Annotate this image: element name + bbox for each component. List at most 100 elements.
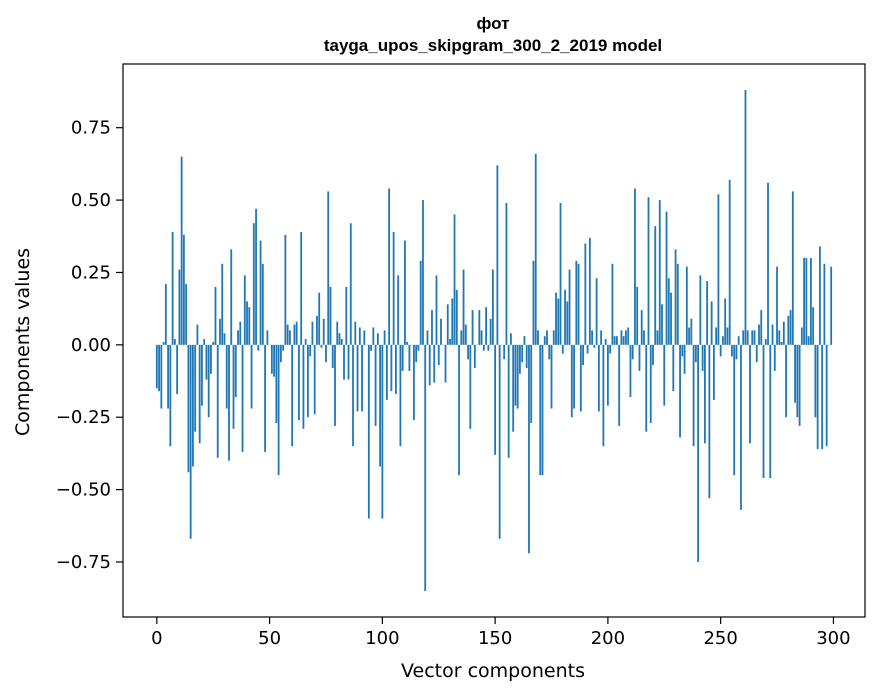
bar [345,286,348,345]
bar [295,321,298,345]
bar [212,341,215,345]
bar [176,344,179,395]
bar [340,339,343,345]
bar [541,344,544,476]
bar [469,344,472,429]
bar [451,298,454,345]
bar [223,333,226,345]
bar [532,260,535,345]
bar [755,344,758,363]
bar [214,286,217,345]
x-tick-label: 50 [258,628,281,649]
bar [676,263,679,345]
bar [764,339,767,345]
bar [372,327,375,345]
bar [180,156,183,345]
bar [514,344,517,406]
bar [192,344,194,467]
bar [379,344,381,467]
bar [588,237,591,345]
bar [201,344,203,406]
bar [277,344,280,476]
bar [370,344,372,351]
bar [397,275,400,345]
bar [336,321,339,345]
bar [257,344,260,351]
bar [394,344,397,395]
bar [433,344,436,383]
bar [649,344,652,424]
bar [726,327,729,345]
bar [656,330,659,345]
bar [313,344,316,415]
bar [234,344,237,397]
bar [791,191,794,345]
bar [611,263,614,345]
bar [516,344,519,409]
bar [794,344,796,403]
bar [160,344,163,409]
bar [455,289,458,345]
bar [322,318,325,345]
bar [613,336,616,345]
bar [331,344,334,368]
x-tick-label: 150 [478,628,512,649]
bar [162,341,165,345]
bar [814,344,817,418]
bar [507,344,510,458]
bar [604,339,607,345]
bar [241,344,244,452]
bar [413,344,415,421]
bar [237,330,239,345]
bar [674,249,677,345]
bar [584,243,587,345]
bar [550,344,553,409]
bar [658,200,661,345]
x-tick-label: 100 [365,628,399,649]
x-tick-label: 250 [703,628,737,649]
bar [618,344,621,426]
bar [311,321,314,345]
bar [354,321,357,345]
bar [708,344,711,499]
bar [710,301,713,345]
bar [453,214,456,345]
bar [722,336,724,345]
bar [363,330,366,345]
bar [561,344,564,354]
bar [286,324,289,345]
bar [570,344,573,418]
x-tick-label: 300 [816,628,850,649]
bar [773,344,776,371]
bar [316,315,318,345]
bar [480,330,483,345]
bar [798,344,801,426]
bar [787,315,790,345]
bar [724,298,727,345]
bar [392,231,395,345]
bar [652,344,654,366]
bar [809,257,812,345]
bar [264,344,266,452]
bar [291,344,294,447]
bar [638,344,641,371]
bar [428,344,431,386]
bar [523,336,526,345]
bar [789,310,792,345]
bar [543,336,546,345]
bar [519,344,521,374]
bar [230,249,233,345]
bar [640,310,643,345]
bar [679,344,681,438]
bar [367,344,370,519]
bar [487,344,490,351]
y-tick-label: 0.25 [71,262,111,283]
bar [577,263,580,345]
bar [767,182,769,345]
bar [564,289,566,345]
bar [196,324,199,345]
bar [631,344,634,360]
bar [255,208,257,345]
bar [530,344,533,424]
bar [557,298,560,345]
